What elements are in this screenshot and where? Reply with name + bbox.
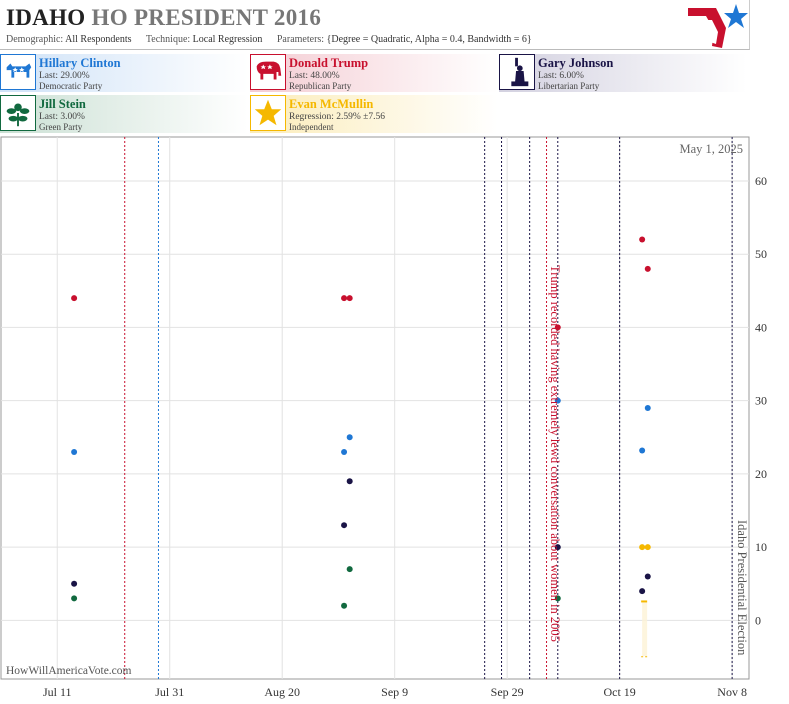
y-tick-label: 20 xyxy=(755,467,767,481)
candidate-name-clinton: Hillary Clinton xyxy=(39,56,121,70)
candidate-party-johnson: Libertarian Party xyxy=(538,81,600,91)
plot-area xyxy=(0,136,750,680)
event-annotation: Trump recorded having extremely lewd con… xyxy=(548,265,562,642)
x-tick-label: Jul 31 xyxy=(155,685,184,699)
data-point xyxy=(341,602,348,609)
parameters-label: Parameters: xyxy=(276,34,325,45)
candidate-card-johnson: Gary Johnson Last: 6.00% Libertarian Par… xyxy=(499,54,747,92)
data-point xyxy=(644,405,651,411)
donkey-icon xyxy=(0,54,36,90)
data-point xyxy=(346,434,353,441)
candidate-stat-mcmullin: Regression: 2.59% ±7.56 xyxy=(289,112,385,122)
candidate-card-stein: Jill Stein Last: 3.00% Green Party xyxy=(0,95,248,133)
page-title: IDAHO HO PRESIDENT 2016 xyxy=(6,5,322,30)
data-point xyxy=(346,478,353,485)
data-point xyxy=(554,397,561,404)
flower-icon xyxy=(0,95,36,131)
candidate-party-trump: Republican Party xyxy=(289,81,352,91)
data-point xyxy=(644,265,651,272)
data-point xyxy=(639,236,646,243)
y-tick-label: 0 xyxy=(755,613,761,627)
candidate-stat-stein: Last: 3.00% xyxy=(39,112,85,122)
candidate-name-trump: Donald Trump xyxy=(289,56,369,70)
candidate-stat-clinton: Last: 29.00% xyxy=(39,71,90,81)
y-tick-label: 40 xyxy=(755,320,767,334)
data-point xyxy=(346,566,353,573)
y-tick-label: 60 xyxy=(755,174,767,188)
chart-header: IDAHO HO PRESIDENT 2016 Demographic: All… xyxy=(0,0,750,50)
y-tick-label: 50 xyxy=(755,247,767,261)
data-point xyxy=(639,544,646,551)
data-point xyxy=(346,295,353,302)
x-tick-label: Sep 9 xyxy=(381,685,408,699)
candidate-name-mcmullin: Evan McMullin xyxy=(289,97,374,111)
x-tick-label: Sep 29 xyxy=(491,685,524,699)
candidate-name-stein: Jill Stein xyxy=(39,97,86,111)
candidate-party-mcmullin: Independent xyxy=(289,122,334,132)
demographic-label: Demographic: xyxy=(6,34,64,45)
candidate-name-johnson: Gary Johnson xyxy=(538,56,614,70)
event-annotation: Idaho Presidential Election xyxy=(735,520,749,656)
candidate-party-clinton: Democratic Party xyxy=(39,81,103,91)
parameters-value: {Degree = Quadratic, Alpha = 0.4, Bandwi… xyxy=(326,34,532,45)
data-point xyxy=(639,588,646,595)
statue-of-liberty-icon xyxy=(499,54,535,90)
data-point xyxy=(644,544,651,551)
data-point xyxy=(341,295,348,302)
candidate-stat-johnson: Last: 6.00% xyxy=(538,71,584,81)
site-logo-icon xyxy=(688,4,748,48)
x-tick-label: Oct 19 xyxy=(603,685,635,699)
data-point xyxy=(71,295,78,302)
watermark: HowWillAmericaVote.com xyxy=(6,665,132,677)
parameters-line: Demographic: All Respondents Technique: … xyxy=(6,34,532,45)
technique-label: Technique: xyxy=(145,34,191,45)
data-point xyxy=(644,573,651,580)
x-tick-label: Aug 20 xyxy=(264,685,300,699)
data-point xyxy=(639,447,646,454)
y-tick-label: 10 xyxy=(755,540,767,554)
date-label: May 1, 2025 xyxy=(679,142,743,156)
candidate-card-trump: Donald Trump Last: 48.00% Republican Par… xyxy=(250,54,498,92)
candidate-card-clinton: Hillary Clinton Last: 29.00% Democratic … xyxy=(0,54,248,92)
technique-value: Local Regression xyxy=(192,34,263,45)
data-point xyxy=(71,595,78,602)
data-point xyxy=(341,522,348,529)
data-point xyxy=(71,580,78,587)
data-point xyxy=(341,448,348,455)
x-tick-label: Nov 8 xyxy=(717,685,747,699)
elephant-icon xyxy=(250,54,286,90)
star-icon xyxy=(250,95,286,131)
data-point xyxy=(554,595,561,602)
data-point xyxy=(554,544,561,551)
data-point xyxy=(71,448,78,455)
demographic-value: All Respondents xyxy=(65,34,132,45)
y-tick-label: 30 xyxy=(755,394,767,408)
candidate-card-mcmullin: Evan McMullin Regression: 2.59% ±7.56 In… xyxy=(250,95,498,133)
candidate-stat-trump: Last: 48.00% xyxy=(289,71,340,81)
poll-scatter-chart: 0 10 20 30 40 50 60 Jul 11 Jul 31 Aug 20 Sep 9 Sep … xyxy=(0,136,767,699)
x-tick-label: Jul 11 xyxy=(43,685,72,699)
data-point xyxy=(554,324,561,331)
regression-band xyxy=(642,600,648,657)
candidate-party-stein: Green Party xyxy=(39,122,83,132)
